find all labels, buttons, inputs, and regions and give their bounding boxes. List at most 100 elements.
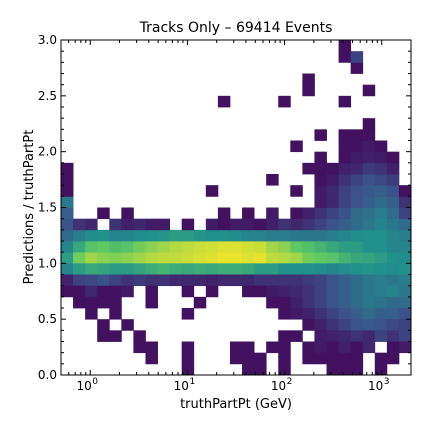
y-axis-ticks: 0.0 0.5 1.0 1.5 2.0 2.5 3.0 bbox=[38, 33, 411, 382]
heatmap-cell bbox=[350, 263, 364, 275]
heatmap-cell bbox=[73, 285, 86, 298]
heatmap-cell bbox=[266, 241, 279, 253]
heatmap-cell bbox=[374, 308, 388, 320]
heatmap-cell bbox=[338, 285, 352, 298]
heatmap-cell bbox=[181, 285, 195, 298]
y-tick-label: 3.0 bbox=[38, 33, 57, 47]
heatmap-cell bbox=[205, 185, 219, 197]
heatmap-cell bbox=[205, 229, 219, 242]
heatmap-cell bbox=[217, 207, 231, 220]
heatmap-cell bbox=[374, 207, 388, 220]
heatmap-cell bbox=[350, 341, 364, 354]
heatmap-cell bbox=[133, 218, 146, 231]
heatmap-cell bbox=[374, 229, 388, 242]
heatmap-cell bbox=[217, 274, 231, 287]
heatmap-cell bbox=[398, 263, 412, 275]
heatmap-cell bbox=[314, 319, 327, 331]
heatmap-cell bbox=[290, 229, 303, 242]
heatmap-cell bbox=[350, 308, 364, 320]
heatmap-cell bbox=[302, 352, 315, 365]
heatmap-cell bbox=[374, 162, 388, 175]
heatmap-cell bbox=[61, 174, 74, 186]
heatmap-cell bbox=[350, 162, 364, 175]
heatmap-cell bbox=[302, 252, 315, 264]
heatmap-cell bbox=[362, 263, 376, 275]
heatmap-cell bbox=[386, 263, 400, 275]
heatmap-cell bbox=[398, 308, 412, 320]
heatmap-cell bbox=[374, 285, 388, 298]
heatmap-cell bbox=[374, 296, 388, 309]
heatmap-cell bbox=[398, 319, 412, 331]
heatmap-cell bbox=[157, 218, 171, 231]
heatmap-cell bbox=[350, 218, 364, 231]
heatmap-cell bbox=[266, 229, 279, 242]
heatmap-cell bbox=[338, 241, 352, 253]
heatmap-cell bbox=[362, 296, 376, 309]
heatmap-cell bbox=[326, 263, 339, 275]
heatmap-cell bbox=[242, 285, 255, 298]
heatmap-cell bbox=[157, 263, 171, 275]
heatmap-cell bbox=[97, 319, 110, 331]
heatmap-cell bbox=[61, 252, 74, 264]
heatmap-cell bbox=[362, 285, 376, 298]
heatmap-cell bbox=[338, 129, 352, 141]
heatmap-cell bbox=[302, 218, 315, 231]
heatmap-cell bbox=[254, 263, 267, 275]
heatmap-cell bbox=[229, 274, 243, 287]
heatmap-cell bbox=[73, 241, 86, 253]
heatmap-cell bbox=[386, 330, 400, 342]
y-tick-label: 1.0 bbox=[38, 256, 57, 270]
heatmap-cell bbox=[85, 241, 98, 253]
heatmap-cell bbox=[193, 241, 207, 253]
heatmap-cell bbox=[229, 229, 243, 242]
heatmap-cell bbox=[338, 196, 352, 208]
heatmap-cell bbox=[314, 185, 327, 197]
heatmap-cell bbox=[145, 218, 158, 231]
heatmap-cell bbox=[362, 162, 376, 175]
heatmap-cell bbox=[217, 229, 231, 242]
heatmap-cell bbox=[266, 218, 279, 231]
heatmap-cell bbox=[278, 95, 291, 108]
heatmap-cell bbox=[109, 285, 122, 298]
y-axis-label: Predictions / truthPartPt bbox=[22, 130, 37, 285]
heatmap-cell bbox=[326, 341, 339, 354]
heatmap-cell bbox=[85, 285, 98, 298]
heatmap-cell bbox=[326, 319, 339, 331]
heatmap-cell bbox=[278, 241, 291, 253]
heatmap-cell bbox=[338, 151, 352, 164]
heatmap-cell bbox=[338, 308, 352, 320]
heatmap-cell bbox=[362, 229, 376, 242]
heatmap-cell bbox=[278, 363, 291, 376]
heatmap-cell bbox=[169, 252, 183, 264]
heatmap-cell bbox=[97, 296, 110, 309]
heatmap-cell bbox=[109, 274, 122, 287]
heatmap-cell bbox=[278, 308, 291, 320]
heatmap-cell bbox=[290, 296, 303, 309]
heatmap-cell bbox=[362, 84, 376, 97]
heatmap-cell bbox=[290, 274, 303, 287]
heatmap-cell bbox=[193, 252, 207, 264]
heatmap-cell bbox=[157, 274, 171, 287]
heatmap-cell bbox=[61, 229, 74, 242]
heatmap-cell bbox=[314, 241, 327, 253]
heatmap-cell bbox=[326, 296, 339, 309]
heatmap-cell bbox=[362, 140, 376, 153]
heatmap-cell bbox=[85, 252, 98, 264]
heatmap-cell bbox=[109, 241, 122, 253]
heatmap-cell bbox=[133, 341, 146, 354]
heatmap-cell bbox=[121, 207, 134, 220]
heatmap-cell bbox=[61, 274, 74, 287]
heatmap-cell bbox=[302, 263, 315, 275]
heatmap-cell bbox=[398, 330, 412, 342]
heatmap-cell bbox=[145, 241, 158, 253]
heatmap-cell bbox=[386, 174, 400, 186]
heatmap-cell bbox=[302, 319, 315, 331]
heatmap-cell bbox=[398, 218, 412, 231]
heatmap-cell bbox=[109, 252, 122, 264]
heatmap-cell bbox=[386, 319, 400, 331]
heatmap-cell bbox=[229, 263, 243, 275]
heatmap-cell bbox=[266, 296, 279, 309]
heatmap-cell bbox=[181, 363, 195, 376]
heatmap-cell bbox=[133, 274, 146, 287]
